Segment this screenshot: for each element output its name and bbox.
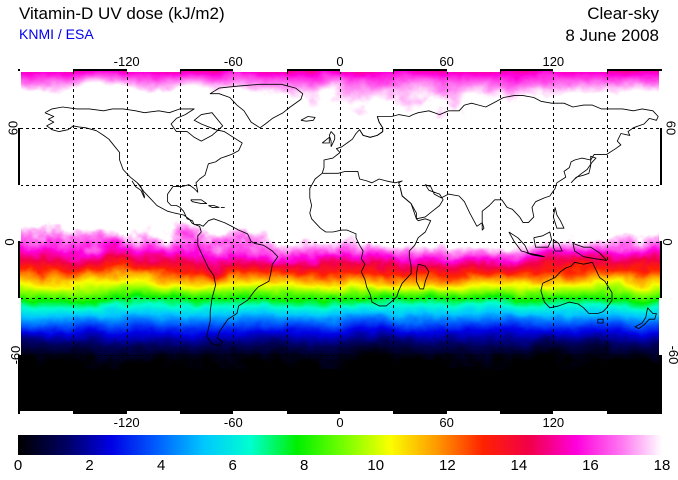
- coastline-overlay: [20, 83, 660, 390]
- axis-label-right: -60: [665, 345, 678, 365]
- axis-tick-segment: [233, 67, 287, 72]
- axis-tick-segment: [126, 67, 180, 72]
- colorbar-tick-label: 12: [438, 457, 456, 474]
- map-plot: [16, 67, 664, 416]
- colorbar-tick-label: 0: [13, 457, 23, 474]
- axis-tick-segment: [553, 411, 607, 416]
- colorbar-legend: 0 2 4 6 8 10 12 14 16 18: [14, 435, 670, 480]
- gridline-overlay: [20, 71, 660, 412]
- axis-label-bottom: -120: [113, 415, 140, 430]
- axis-label-top: 0: [336, 54, 344, 69]
- axis-tick-segment: [16, 184, 21, 242]
- page-title: Vitamin-D UV dose (kJ/m2): [19, 4, 225, 23]
- axis-tick-segment: [446, 411, 500, 416]
- credit-label: KNMI / ESA: [19, 26, 94, 42]
- chart-header: Vitamin-D UV dose (kJ/m2) KNMI / ESA Cle…: [0, 0, 678, 56]
- axis-tick-segment: [340, 67, 394, 72]
- axis-label-top: 60: [439, 54, 454, 69]
- axis-tick-segment: [126, 411, 180, 416]
- axis-tick-segment: [659, 184, 664, 242]
- axis-label-right: 0: [660, 237, 676, 246]
- axis-ticks-bottom: [18, 411, 662, 416]
- axis-label-top: -60: [223, 54, 243, 69]
- axis-tick-segment: [20, 67, 74, 72]
- sky-condition-label: Clear-sky: [587, 4, 659, 23]
- axis-label-top: 120: [542, 54, 565, 69]
- colorbar-tick-label: 14: [510, 457, 528, 474]
- date-label: 8 June 2008: [565, 26, 659, 45]
- axis-label-left: 60: [5, 120, 21, 136]
- colorbar-tick-label: 8: [300, 457, 309, 474]
- colorbar-tick-label: 2: [85, 457, 94, 474]
- axis-label-bottom: -60: [223, 415, 243, 430]
- colorbar-tick-label: 6: [228, 457, 237, 474]
- axis-label-bottom: 0: [336, 415, 344, 430]
- axis-ticks-right: [659, 69, 664, 414]
- axis-label-bottom: 120: [542, 415, 565, 430]
- colorbar-gradient: [18, 435, 662, 455]
- axis-label-left: 0: [2, 237, 18, 246]
- colorbar-tick-label: 4: [156, 457, 166, 474]
- axis-tick-segment: [446, 67, 500, 72]
- axis-ticks-top: [18, 67, 662, 72]
- map-frame: [18, 69, 662, 414]
- axis-tick-segment: [16, 298, 21, 356]
- axis-tick-segment: [16, 71, 21, 128]
- axis-label-top: -120: [113, 54, 140, 69]
- axis-label-right: 60: [663, 120, 678, 136]
- axis-label-bottom: 60: [439, 415, 454, 430]
- colorbar-tick-label: 16: [582, 457, 599, 474]
- colorbar-tick-label: 18: [653, 457, 671, 474]
- axis-tick-segment: [340, 411, 394, 416]
- axis-tick-segment: [659, 71, 664, 128]
- axis-tick-segment: [553, 67, 607, 72]
- axis-tick-segment: [20, 411, 74, 416]
- axis-tick-segment: [233, 411, 287, 416]
- colorbar-tick-label: 10: [367, 457, 385, 474]
- axis-tick-segment: [659, 298, 664, 356]
- axis-ticks-left: [16, 69, 21, 414]
- axis-label-left: -60: [7, 345, 23, 365]
